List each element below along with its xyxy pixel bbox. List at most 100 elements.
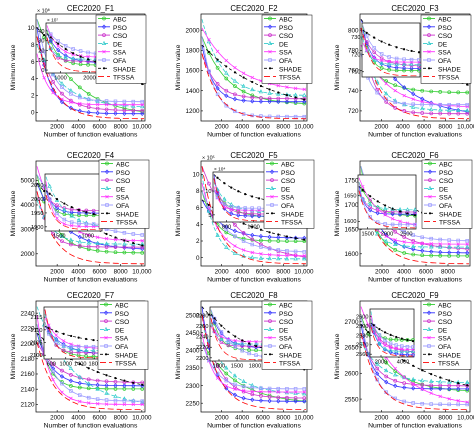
- main-marker-ofa: [233, 109, 237, 114]
- axes-xtick-label: 10,000: [132, 268, 152, 275]
- main-marker-shade: [439, 376, 442, 379]
- main-marker-abc: [69, 77, 73, 81]
- main-marker-ssa: [456, 399, 460, 403]
- panel-legend-marker: [428, 178, 432, 182]
- main-marker-cso: [60, 91, 64, 96]
- main-marker-pso: [258, 398, 264, 403]
- inset-marker-shade: [234, 335, 237, 338]
- inset-marker-shade: [380, 40, 383, 43]
- main-marker-ofa: [215, 371, 220, 376]
- main-series-ofa: [36, 19, 144, 103]
- axes-ytick-label: 2550: [344, 396, 359, 403]
- inset-plot: 1000 2000 0 10 20 30 40× 10⁷: [38, 18, 106, 82]
- panel-cec2020_f1: CEC2020_F1 2000 4000 6000 8000 10,000 0 2 4 6 8 10 ×…: [10, 4, 152, 139]
- inset-marker-cso: [91, 350, 96, 355]
- inset-marker-shade: [388, 43, 391, 46]
- main-marker-pso: [258, 233, 264, 239]
- inset-marker-ofa: [76, 344, 81, 349]
- main-marker-shade: [225, 65, 228, 68]
- axes-xtick-label: 6000: [92, 414, 107, 421]
- main-marker-ssa: [250, 389, 255, 394]
- main-marker-ofa: [122, 399, 127, 403]
- main-marker-pso: [215, 85, 220, 91]
- main-marker-abc: [224, 76, 229, 81]
- inset-ytick-label: 730: [351, 35, 360, 41]
- inset-marker-shade: [254, 344, 258, 348]
- main-marker-ofa: [140, 99, 144, 104]
- main-marker-pso: [456, 386, 461, 392]
- main-marker-ssa: [113, 402, 118, 407]
- axes-xtick-label: 2000: [50, 414, 65, 421]
- panel-legend-marker: [102, 58, 106, 62]
- main-marker-ssa: [465, 242, 469, 246]
- main-marker-ofa: [402, 230, 406, 234]
- main-marker-pso: [140, 111, 145, 117]
- inset-marker-de: [83, 347, 89, 352]
- panel-legend-label: SSA: [438, 336, 452, 343]
- inset-series-tfssa: [46, 37, 103, 73]
- main-marker-de: [232, 250, 238, 255]
- main-marker-shade: [285, 235, 289, 238]
- main-marker-de: [375, 79, 380, 84]
- inset-marker-ofa: [240, 348, 244, 353]
- inset-marker-shade: [57, 42, 60, 45]
- panel-legend-label: PSO: [116, 170, 130, 177]
- panel-legend-label: DE: [113, 41, 123, 48]
- panel-legend-label: OFA: [113, 58, 127, 65]
- main-marker-abc: [438, 90, 443, 94]
- main-marker-ofa: [420, 235, 424, 240]
- axes-xtick-label: 2000: [50, 268, 65, 275]
- inset-marker-ofa: [257, 206, 261, 210]
- main-marker-ofa: [86, 97, 91, 102]
- inset-marker-ofa: [47, 197, 52, 201]
- main-marker-de: [258, 89, 264, 94]
- main-marker-ofa: [95, 397, 100, 401]
- panel-legend-marker: [267, 310, 273, 316]
- main-marker-pso: [293, 398, 298, 404]
- axes-ytick-label: 2700: [344, 319, 359, 326]
- main-marker-pso: [77, 234, 82, 240]
- y-axis-label: Minimum value: [10, 190, 17, 236]
- inset-marker-ofa: [387, 55, 391, 59]
- main-marker-de: [420, 106, 425, 111]
- main-marker-de: [411, 104, 416, 109]
- main-marker-pso: [77, 380, 82, 386]
- main-marker-ssa: [393, 88, 397, 93]
- panel-legend-marker: [104, 185, 110, 190]
- main-series-ssa: [360, 199, 469, 245]
- main-series-ssa: [201, 333, 306, 393]
- inset-marker-de: [388, 348, 393, 353]
- main-series-tfssa: [201, 166, 307, 265]
- inset-marker-shade: [406, 212, 409, 215]
- main-marker-ofa: [302, 250, 307, 254]
- panel-legend-label: ABC: [115, 303, 129, 310]
- panel-legend-marker: [101, 40, 107, 45]
- main-marker-ofa: [69, 92, 73, 96]
- main-series-de: [360, 341, 469, 383]
- axes-xtick-label: 6000: [92, 268, 107, 275]
- inset-marker-ssa: [233, 338, 238, 343]
- panel-legend-label: OFA: [279, 58, 293, 65]
- main-marker-pso: [122, 383, 127, 389]
- axes-xtick-label: 8000: [438, 123, 453, 130]
- inset-marker-de: [91, 348, 96, 353]
- axes-ytick-label: 2500: [185, 312, 200, 319]
- main-marker-de: [267, 255, 272, 261]
- panel-legend-marker: [104, 335, 108, 340]
- main-marker-de: [402, 243, 407, 248]
- main-marker-de: [438, 244, 443, 249]
- inset-marker-shade: [383, 331, 387, 334]
- y-axis-label: Minimum value: [10, 44, 17, 90]
- inset-marker-ofa: [377, 333, 382, 337]
- panel-title: CEC2020_F9: [391, 291, 438, 300]
- inset-marker-de: [409, 61, 414, 66]
- panel-legend-label: TFSSA: [116, 220, 138, 227]
- axes-ytick-label: 2160: [20, 371, 35, 378]
- main-series-tfssa: [360, 333, 469, 411]
- inset-plot: 1000 1500 1800 2200 2220 2240 2260 2280: [196, 306, 266, 370]
- inset-marker-ofa: [84, 344, 88, 349]
- inset-plot: 800 1000 5 10 × 10⁴: [205, 167, 269, 231]
- main-marker-cso: [402, 109, 407, 113]
- inset-marker-de: [63, 55, 68, 60]
